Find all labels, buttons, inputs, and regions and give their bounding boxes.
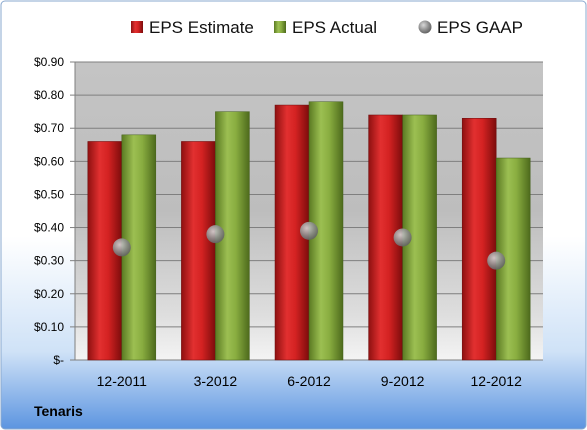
point-eps-gaap	[112, 238, 131, 257]
y-tick-label: $0.20	[34, 287, 64, 301]
x-tick-label: 12-2012	[471, 373, 523, 389]
y-tick-label: $0.90	[34, 55, 64, 69]
point-eps-gaap	[206, 225, 225, 244]
y-tick-label: $0.70	[34, 121, 64, 135]
x-tick-label: 3-2012	[194, 373, 238, 389]
x-tick-label: 9-2012	[381, 373, 425, 389]
bar-eps-estimate	[181, 141, 216, 361]
x-tick-label: 6-2012	[287, 373, 331, 389]
legend-label: EPS Actual	[292, 18, 377, 37]
point-eps-gaap	[393, 228, 412, 247]
company-name: Tenaris	[34, 403, 83, 419]
y-tick-label: $0.30	[34, 254, 64, 268]
x-axis-ticks: 12-2011 3-2012 6-2012 9-2012 12-2012	[97, 373, 522, 389]
legend: EPS Estimate EPS Actual EPS GAAP	[131, 18, 523, 37]
y-tick-label: $0.10	[34, 320, 64, 334]
y-tick-label: $0.80	[34, 88, 64, 102]
y-axis-ticks: $- $0.10 $0.20 $0.30 $0.40 $0.50 $0.60 $0.70 $0.…	[34, 55, 64, 367]
legend-label: EPS GAAP	[437, 18, 523, 37]
bar-eps-estimate	[461, 118, 497, 361]
x-tick-label: 12-2011	[97, 373, 148, 389]
gaap-points	[112, 221, 506, 270]
legend-swatch	[131, 21, 143, 33]
y-tick-label: $0.60	[34, 154, 64, 168]
legend-label: EPS Estimate	[149, 18, 254, 37]
point-eps-gaap	[487, 251, 506, 270]
y-tick-label: $0.40	[34, 221, 64, 235]
y-tick-label: $0.50	[34, 187, 64, 201]
y-tick-label: $-	[53, 353, 64, 367]
point-eps-gaap	[300, 221, 318, 240]
legend-swatch	[418, 20, 432, 34]
legend-swatch	[274, 21, 286, 33]
